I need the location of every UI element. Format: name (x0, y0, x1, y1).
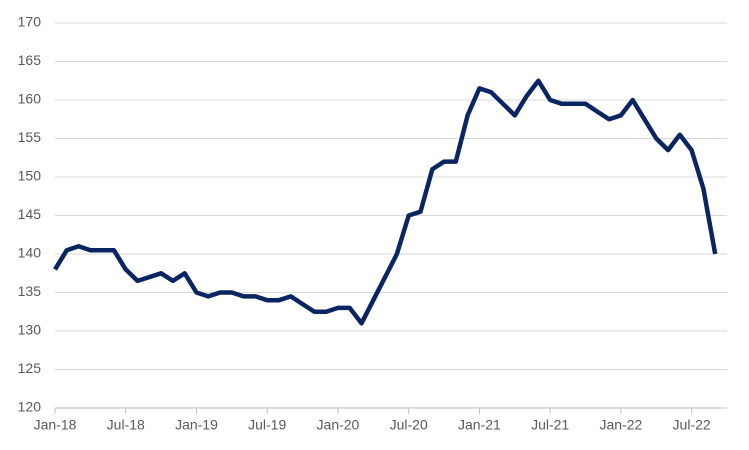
y-tick-label: 140 (18, 245, 42, 261)
x-tick-label: Jan-22 (599, 417, 642, 433)
y-tick-label: 120 (18, 399, 42, 415)
data-line (53, 78, 718, 326)
x-tick-label: Jul-22 (673, 417, 711, 433)
y-tick-label: 160 (18, 91, 42, 107)
x-tick-label: Jan-20 (317, 417, 360, 433)
x-tick-label: Jul-19 (248, 417, 286, 433)
y-tick-label: 170 (18, 14, 42, 30)
y-tick-label: 135 (18, 283, 42, 299)
y-tick-label: 150 (18, 168, 42, 184)
x-tick-label: Jul-21 (531, 417, 569, 433)
x-tick-label: Jul-18 (107, 417, 145, 433)
x-tick-label: Jan-18 (34, 417, 77, 433)
y-tick-label: 145 (18, 206, 42, 222)
y-tick-label: 130 (18, 322, 42, 338)
y-tick-label: 125 (18, 360, 42, 376)
x-tick-label: Jan-19 (175, 417, 218, 433)
x-tick-label: Jul-20 (390, 417, 428, 433)
x-tick-label: Jan-21 (458, 417, 501, 433)
y-tick-label: 165 (18, 52, 42, 68)
y-tick-label: 155 (18, 129, 42, 145)
